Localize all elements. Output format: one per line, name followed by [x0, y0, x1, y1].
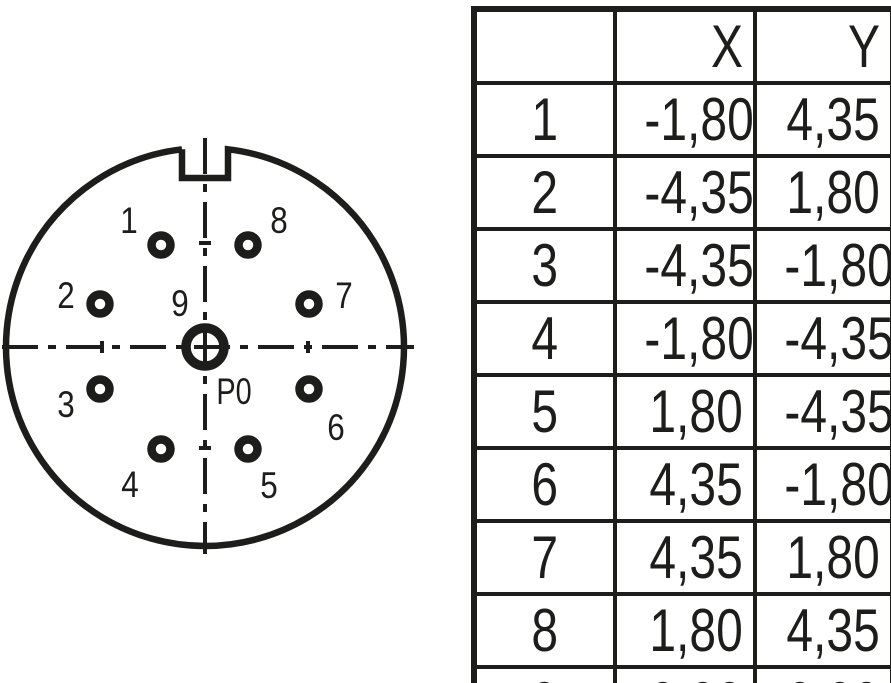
cell-y-value: -1,80 — [753, 227, 891, 304]
pin-label-5: 5 — [260, 466, 277, 507]
pin-label-2: 2 — [57, 276, 74, 317]
cell-y-value: 4,35 — [753, 592, 891, 669]
cell-x-value: 0,00 — [613, 665, 757, 683]
table-row: 6 4,35 -1,80 — [472, 446, 891, 523]
cell-pin-number: 6 — [472, 446, 617, 523]
cell-pin-number: 4 — [472, 300, 617, 377]
cell-y-value: 1,80 — [753, 519, 891, 596]
table-row: 3 -4,35 -1,80 — [472, 227, 891, 304]
cell-x-value: 4,35 — [613, 446, 757, 523]
table-row: 1 -1,80 4,35 — [472, 81, 891, 158]
cell-x-value: -4,35 — [613, 227, 757, 304]
pin-label-4: 4 — [121, 465, 138, 506]
pin-label-9: 9 — [171, 284, 188, 325]
cell-x-value: -1,80 — [613, 81, 757, 158]
cell-pin-number: 9 — [472, 665, 617, 683]
cell-pin-number: 3 — [472, 227, 617, 304]
table-row: 9 0,00 0,00 — [472, 665, 891, 683]
pin-label-p0: P0 — [216, 372, 251, 413]
cell-x-value: 4,35 — [613, 519, 757, 596]
cell-pin-number: 5 — [472, 373, 617, 450]
header-cell-x: X — [613, 7, 757, 85]
pin-8-contact — [234, 231, 262, 259]
cell-x-value: -1,80 — [613, 300, 757, 377]
pin-coordinate-table: X Y 1 -1,80 4,35 2 -4,35 1,80 3 -4,35 -1… — [471, 6, 891, 683]
pin-label-7: 7 — [335, 276, 352, 317]
pin-label-8: 8 — [270, 201, 287, 242]
pin-label-1: 1 — [120, 201, 137, 242]
cell-x-value: 1,80 — [613, 592, 757, 669]
pin-3-contact — [86, 375, 114, 403]
table-row: 4 -1,80 -4,35 — [472, 300, 891, 377]
cell-y-value: -4,35 — [753, 373, 891, 450]
cell-y-value: 0,00 — [753, 665, 891, 683]
pin-2-contact — [86, 290, 114, 318]
connector-face-diagram: 1 2 3 4 5 6 7 8 9 P0 — [2, 138, 414, 554]
pin-label-3: 3 — [57, 385, 74, 426]
cell-y-value: -1,80 — [753, 446, 891, 523]
pin-4-contact — [147, 435, 175, 463]
table-row: 5 1,80 -4,35 — [472, 373, 891, 450]
connector-outline — [2, 145, 408, 550]
cell-pin-number: 8 — [472, 592, 617, 669]
pin-5-contact — [234, 435, 262, 463]
cell-x-value: -4,35 — [613, 154, 757, 231]
pin-7-contact — [295, 290, 323, 318]
cell-y-value: 1,80 — [753, 154, 891, 231]
pin-1-contact — [147, 231, 175, 259]
cell-pin-number: 7 — [472, 519, 617, 596]
pin-6-contact — [295, 375, 323, 403]
cell-pin-number: 1 — [472, 81, 617, 158]
header-cell-y: Y — [753, 7, 891, 85]
cell-pin-number: 2 — [472, 154, 617, 231]
pin-label-6: 6 — [327, 408, 344, 449]
header-cell-pin — [472, 7, 617, 85]
table-row: 2 -4,35 1,80 — [472, 154, 891, 231]
cell-x-value: 1,80 — [613, 373, 757, 450]
cell-y-value: 4,35 — [753, 81, 891, 158]
table-header-row: X Y — [472, 7, 891, 85]
table-row: 7 4,35 1,80 — [472, 519, 891, 596]
cell-y-value: -4,35 — [753, 300, 891, 377]
table-row: 8 1,80 4,35 — [472, 592, 891, 669]
